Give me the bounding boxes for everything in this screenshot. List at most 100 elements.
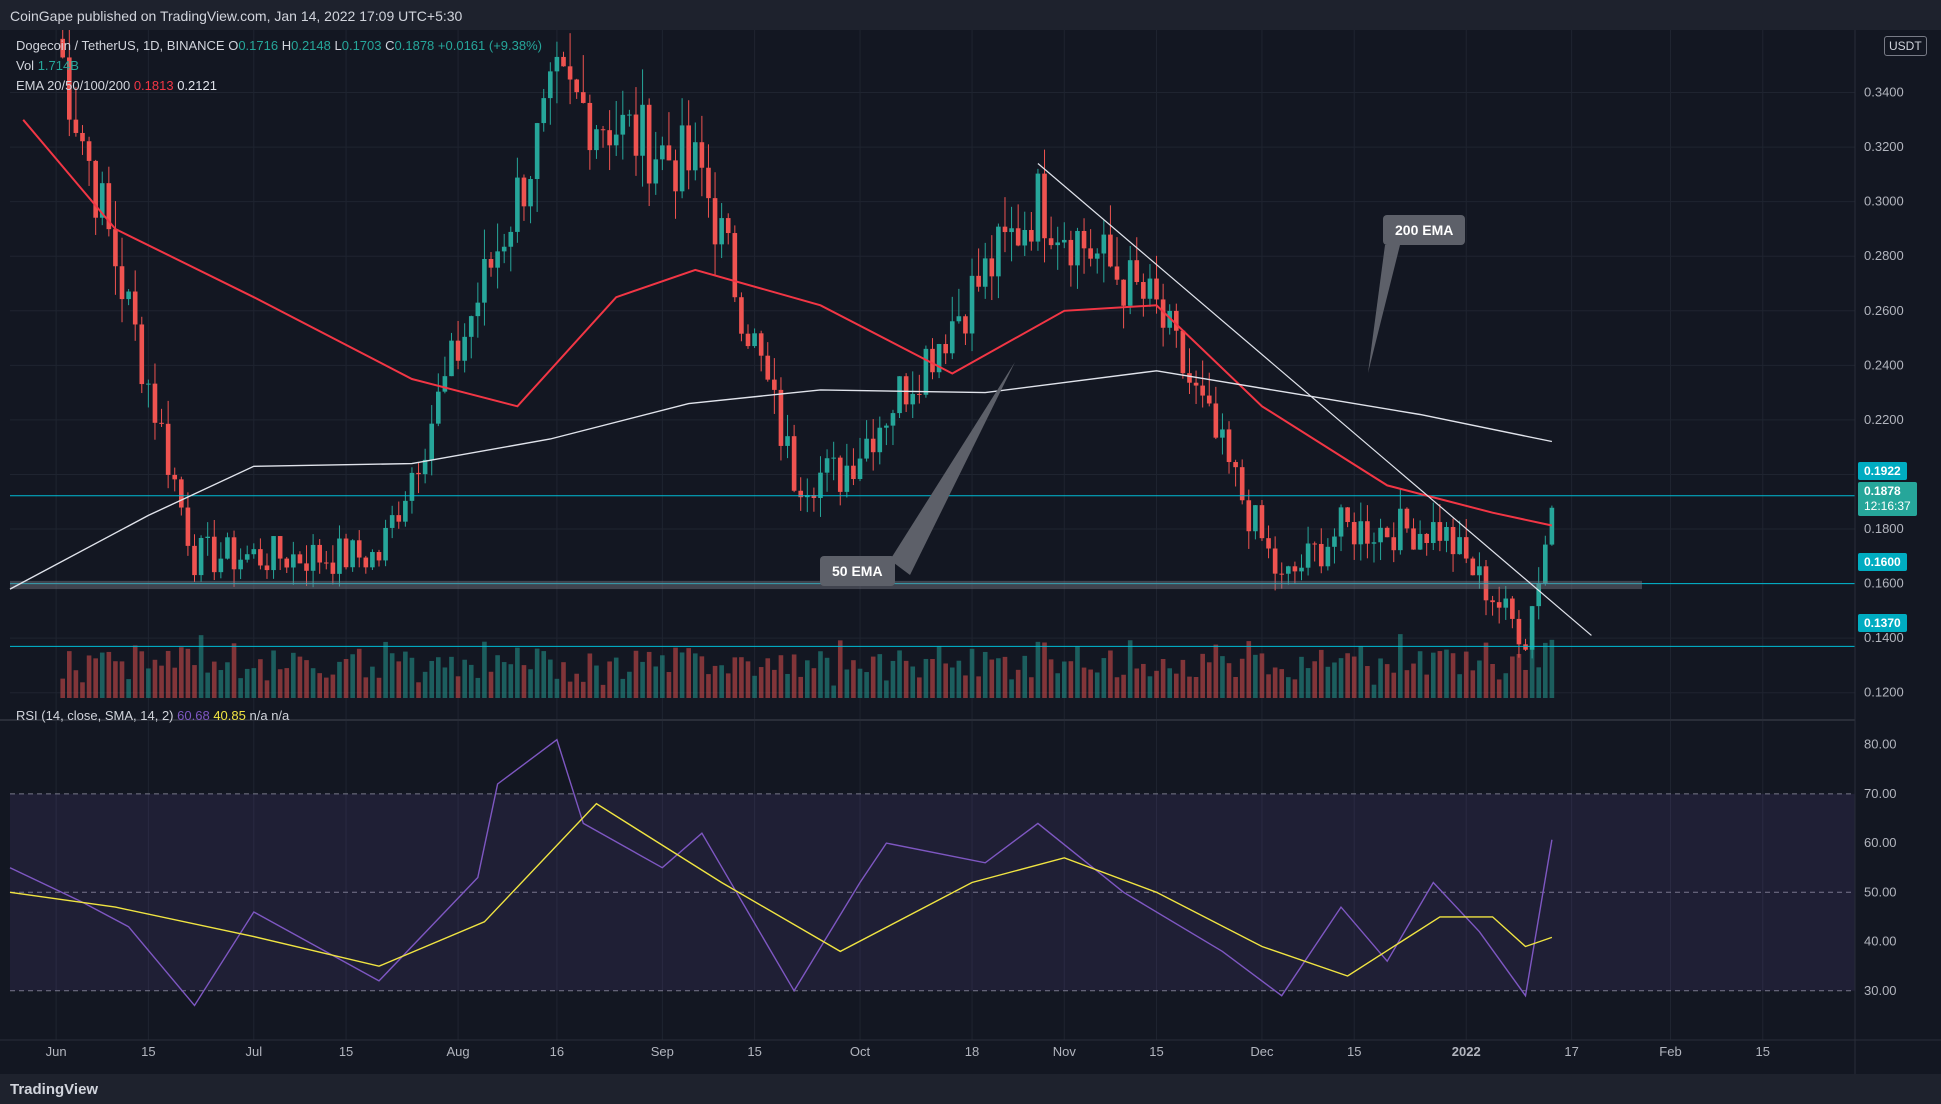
volume-bar bbox=[897, 650, 902, 698]
candle-body bbox=[719, 218, 724, 245]
candle-body bbox=[1022, 229, 1028, 246]
candle-body bbox=[1239, 467, 1245, 501]
volume-bar bbox=[99, 652, 105, 698]
candle-body bbox=[330, 562, 336, 574]
candle-body bbox=[218, 558, 224, 573]
volume-bar bbox=[1061, 661, 1067, 698]
volume-bar bbox=[699, 656, 705, 698]
x-tick-label: Sep bbox=[651, 1044, 674, 1059]
candle-body bbox=[370, 552, 375, 568]
volume-bar bbox=[468, 664, 474, 698]
volume-bar bbox=[449, 656, 454, 698]
x-tick-label: 2022 bbox=[1452, 1044, 1481, 1059]
volume-bar bbox=[1160, 658, 1166, 698]
volume-bar bbox=[1226, 663, 1232, 698]
volume-bar bbox=[528, 669, 533, 698]
candle-body bbox=[422, 459, 428, 475]
volume-bar bbox=[1246, 641, 1252, 698]
volume-bar bbox=[1318, 649, 1324, 698]
x-tick-label: Jul bbox=[245, 1044, 262, 1059]
volume-bar bbox=[304, 660, 309, 698]
candle-body bbox=[1061, 239, 1067, 243]
rsi-y-tick-label: 80.00 bbox=[1864, 737, 1897, 752]
volume-bar bbox=[515, 647, 520, 698]
candle-body bbox=[1305, 543, 1311, 568]
candle-body bbox=[185, 507, 191, 546]
candle-body bbox=[936, 344, 942, 373]
volume-bar bbox=[1279, 669, 1285, 698]
currency-badge[interactable]: USDT bbox=[1884, 36, 1927, 56]
last-price-value: 0.1878 bbox=[1864, 484, 1901, 498]
ema50-line bbox=[22, 119, 1553, 527]
candle-body bbox=[1160, 299, 1166, 328]
volume-bar bbox=[1127, 640, 1133, 698]
candle-body bbox=[1200, 385, 1205, 396]
candle-body bbox=[745, 333, 751, 347]
volume-bar bbox=[370, 666, 375, 698]
candle-body bbox=[956, 316, 962, 322]
candle-body bbox=[1206, 395, 1212, 404]
candle-body bbox=[198, 537, 204, 576]
x-tick-label: 15 bbox=[1756, 1044, 1770, 1059]
volume-bar bbox=[1351, 656, 1357, 698]
volume-bar bbox=[1213, 644, 1219, 698]
candle-body bbox=[1430, 522, 1436, 544]
rsi-y-tick-label: 70.00 bbox=[1864, 786, 1897, 801]
candle-body bbox=[113, 229, 118, 267]
volume-bar bbox=[548, 659, 553, 698]
candle-body bbox=[409, 472, 415, 501]
volume-bar bbox=[640, 661, 645, 698]
volume-bar bbox=[310, 668, 316, 698]
volume-bars bbox=[60, 627, 1555, 698]
volume-bar bbox=[521, 665, 527, 698]
candle-body bbox=[870, 438, 876, 453]
volume-bar bbox=[1510, 656, 1515, 698]
rsi-lines bbox=[9, 738, 1553, 1007]
candle-body bbox=[772, 379, 777, 390]
volume-bar bbox=[831, 685, 836, 698]
volume-bar bbox=[910, 666, 916, 698]
volume-bar bbox=[534, 648, 540, 698]
x-tick-label: 15 bbox=[339, 1044, 353, 1059]
y-tick-label: 0.2800 bbox=[1864, 248, 1904, 263]
volume-bar bbox=[1384, 664, 1390, 698]
candle-body bbox=[297, 554, 303, 564]
candle-body bbox=[1542, 544, 1548, 583]
rsi-ma-value: 40.85 bbox=[213, 708, 246, 723]
volume-bar bbox=[119, 661, 125, 698]
volume-bar bbox=[60, 678, 66, 698]
ema-lines bbox=[9, 119, 1553, 590]
volume-bar bbox=[1048, 659, 1054, 698]
candle-body bbox=[521, 177, 527, 207]
volume-bar bbox=[1134, 668, 1140, 698]
volume-bar bbox=[1325, 666, 1331, 698]
support-2-price-label: 0.1370 bbox=[1858, 614, 1907, 632]
candle-body bbox=[943, 344, 948, 354]
candle-body bbox=[1114, 266, 1120, 280]
candle-body bbox=[554, 56, 560, 72]
volume-bar bbox=[1365, 666, 1370, 698]
rsi-line bbox=[9, 738, 1553, 1007]
price-chart[interactable]: 0.3400 0.3200 0.3000 0.2800 0.2600 0.2400 0.22… bbox=[0, 30, 1941, 1074]
candle-body bbox=[976, 275, 981, 287]
y-tick-label: 0.3000 bbox=[1864, 194, 1904, 209]
candle-body bbox=[877, 427, 883, 453]
volume-bar bbox=[1200, 653, 1205, 698]
volume-bar bbox=[383, 641, 388, 698]
candle-body bbox=[528, 179, 533, 207]
candle-body bbox=[1134, 260, 1140, 283]
candle-body bbox=[508, 231, 514, 247]
volume-bar bbox=[356, 648, 362, 698]
volume-bar bbox=[765, 658, 771, 698]
volume-bar bbox=[903, 660, 909, 698]
candle-body bbox=[706, 167, 711, 199]
x-tick-label: 17 bbox=[1564, 1044, 1578, 1059]
tradingview-logo[interactable]: TradingView bbox=[10, 1081, 99, 1098]
x-tick-label: Oct bbox=[850, 1044, 871, 1059]
candle-body bbox=[337, 538, 342, 574]
volume-bar bbox=[574, 673, 579, 698]
volume-bar bbox=[785, 673, 790, 698]
volume-bar bbox=[837, 640, 843, 698]
candle-body bbox=[1299, 567, 1304, 572]
volume-bar bbox=[758, 667, 764, 698]
